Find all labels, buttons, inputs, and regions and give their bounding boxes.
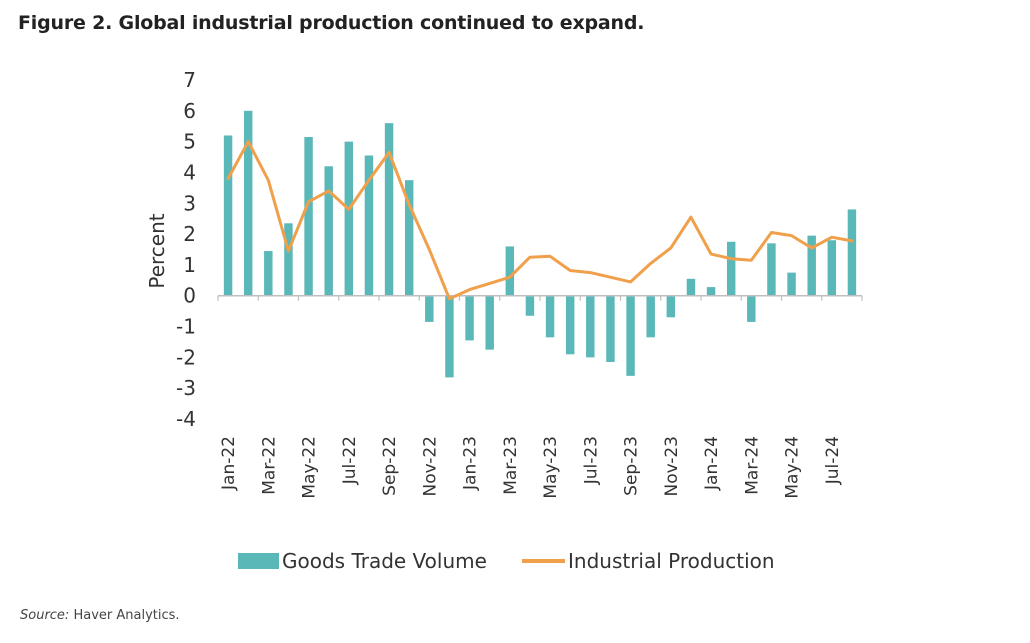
y-tick-label: 0 — [183, 284, 196, 308]
x-tick-label: Jan-22 — [219, 436, 239, 491]
y-tick-label: 1 — [183, 253, 196, 277]
bar — [787, 272, 796, 296]
bar — [485, 295, 494, 350]
legend-line-label: Industrial Production — [568, 549, 775, 573]
bar — [384, 123, 394, 296]
legend-bar-swatch — [238, 553, 279, 569]
x-tick-label: Mar-24 — [742, 436, 762, 495]
x-tick-label: Nov-22 — [420, 436, 440, 497]
x-tick-label: Sep-23 — [622, 436, 642, 496]
bar — [344, 141, 354, 296]
x-axis — [217, 294, 863, 301]
legend: Goods Trade Volume Industrial Production — [238, 549, 775, 573]
y-tick-label: 4 — [183, 160, 196, 184]
x-axis-tick-labels: Jan-22 Mar-22 May-22 Jul-22 Sep-22 Nov-22 Jan-… — [219, 436, 843, 499]
y-tick-label: -2 — [176, 345, 196, 369]
x-tick-label: May-24 — [783, 436, 803, 499]
bar — [747, 295, 756, 322]
bar — [264, 251, 273, 296]
bar — [666, 295, 676, 318]
bar — [586, 295, 595, 358]
bar — [525, 295, 535, 316]
source-text: Haver Analytics. — [69, 608, 180, 623]
bar — [223, 135, 233, 296]
x-tick-label: Jan-24 — [702, 436, 722, 491]
bar — [243, 110, 253, 296]
bar — [465, 295, 474, 341]
bar — [445, 295, 454, 378]
line-series — [226, 140, 854, 301]
x-tick-label: Nov-23 — [662, 436, 682, 497]
bar — [626, 295, 635, 376]
source-note: Source: Haver Analytics. — [20, 608, 180, 623]
x-tick-label: May-22 — [300, 436, 320, 499]
y-tick-label: -4 — [176, 407, 196, 431]
figure-title: Figure 2. Global industrial production c… — [18, 12, 645, 34]
y-tick-label: -3 — [176, 376, 196, 400]
bar — [304, 137, 313, 296]
industrial-production-line — [226, 140, 854, 301]
x-tick-label: Sep-22 — [380, 436, 400, 496]
y-tick-label: 6 — [183, 99, 196, 123]
x-tick-label: Mar-23 — [501, 436, 521, 495]
x-tick-label: Jul-22 — [340, 436, 360, 485]
chart: 7 6 5 4 3 2 1 0 -1 -2 -3 -4 Percent Jan-22 Mar-22 May… — [145, 68, 863, 573]
bar — [425, 295, 434, 322]
bar — [324, 166, 333, 296]
x-tick-label: Mar-22 — [259, 436, 279, 495]
y-tick-label: 7 — [183, 68, 196, 92]
bar — [404, 180, 414, 296]
x-tick-label: May-23 — [541, 436, 561, 499]
y-axis-label: Percent — [145, 213, 169, 288]
bar — [706, 287, 716, 296]
legend-bar-label: Goods Trade Volume — [282, 549, 487, 573]
x-tick-label: Jan-23 — [461, 436, 481, 491]
bar-series — [223, 110, 857, 378]
bar — [565, 295, 575, 355]
x-tick-label: Jul-23 — [581, 436, 601, 485]
bar — [847, 209, 857, 296]
bar — [284, 223, 293, 296]
bar — [807, 235, 816, 296]
source-label: Source: — [20, 608, 70, 623]
bar — [767, 243, 776, 296]
bar — [364, 155, 374, 296]
bar — [827, 240, 837, 296]
y-axis-tick-labels: 7 6 5 4 3 2 1 0 -1 -2 -3 -4 — [176, 68, 196, 431]
bar — [505, 246, 515, 296]
y-tick-label: 3 — [183, 191, 196, 215]
y-tick-label: 5 — [183, 130, 196, 154]
bar — [686, 278, 696, 296]
bar — [646, 295, 655, 338]
bar — [726, 241, 736, 296]
bar — [606, 295, 615, 362]
y-tick-label: 2 — [183, 222, 196, 246]
y-tick-label: -1 — [176, 315, 196, 339]
bar — [545, 295, 555, 338]
x-tick-label: Jul-24 — [823, 436, 843, 485]
